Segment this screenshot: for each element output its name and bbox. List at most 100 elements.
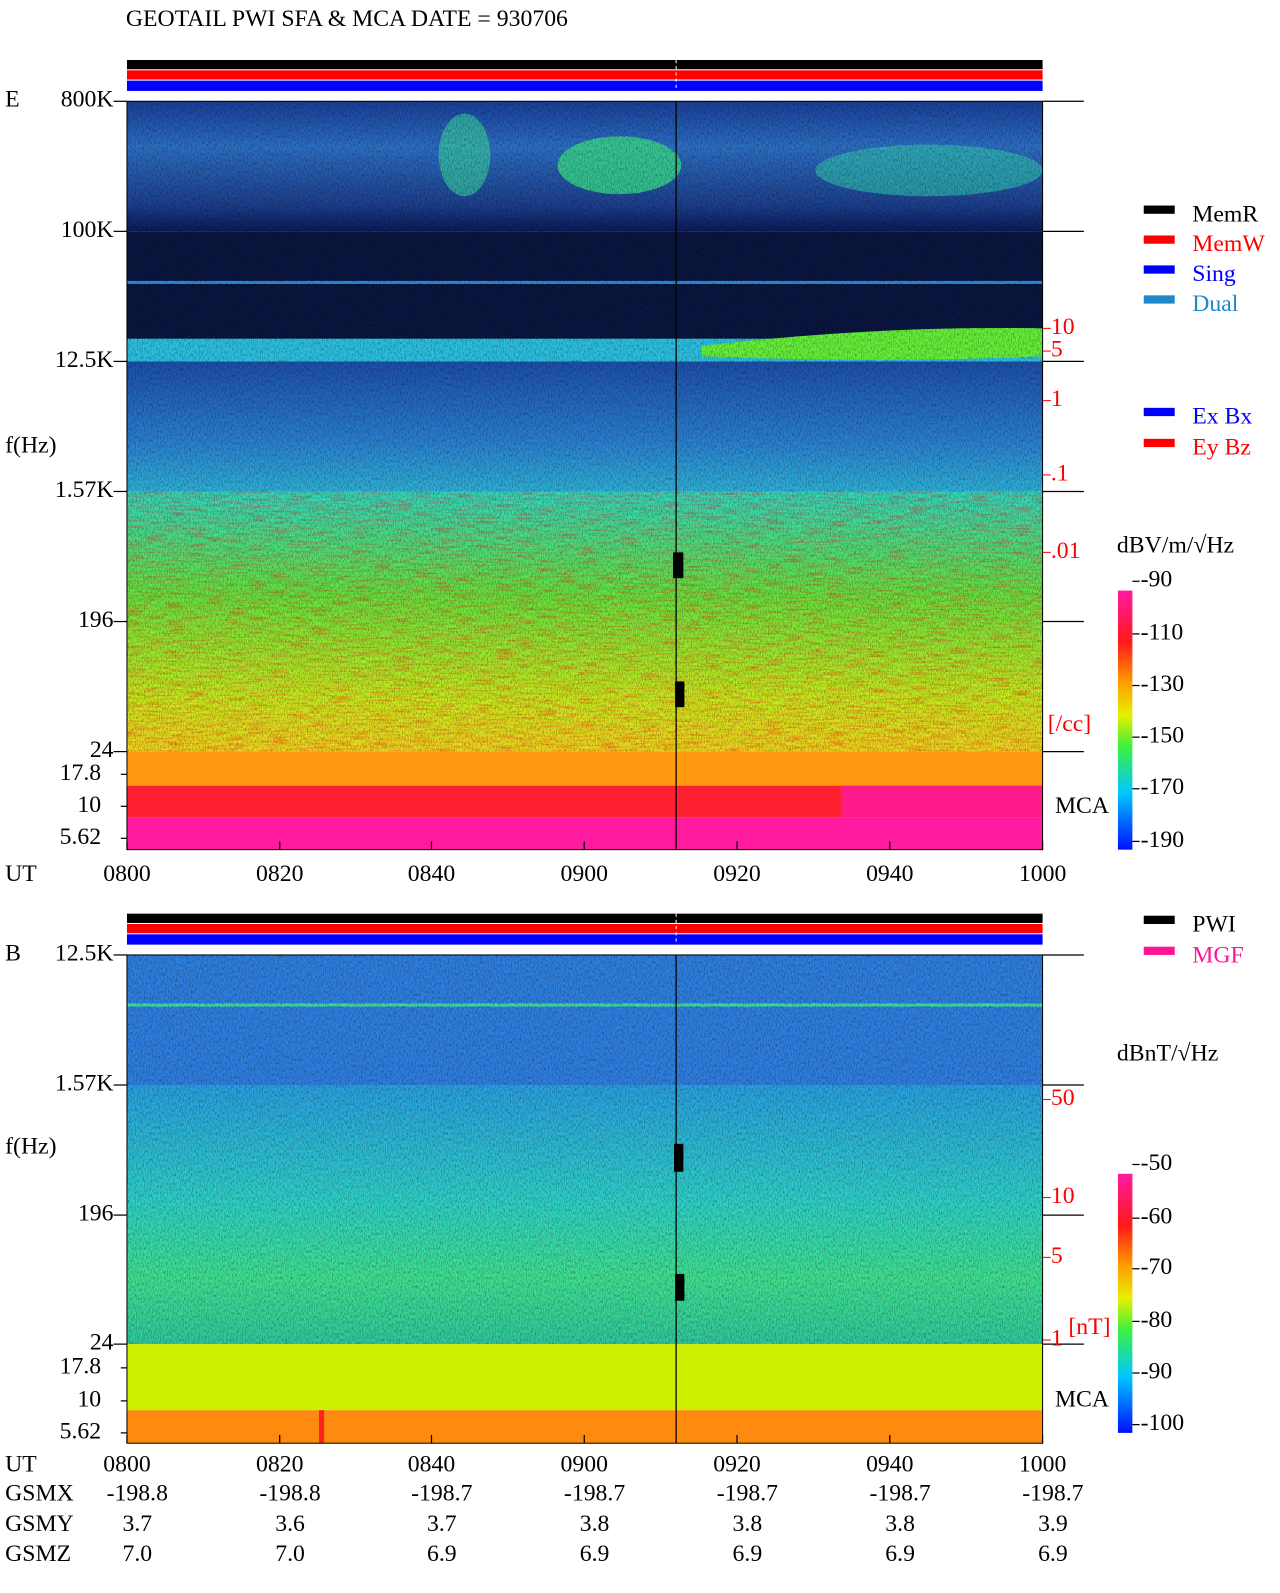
panel-label: B <box>5 940 21 966</box>
time-tick-label: 0920 <box>713 861 760 887</box>
y-axis-label: f(Hz) <box>5 433 56 459</box>
status-bars <box>126 59 1043 945</box>
legend-swatch <box>1143 235 1175 244</box>
orbit-value: 3.7 <box>427 1511 457 1537</box>
legend-label: PWI <box>1192 912 1236 938</box>
colorbar-tick-label: -170 <box>1141 774 1185 800</box>
orbit-value: 6.9 <box>580 1541 610 1567</box>
orbit-label: GSMZ <box>5 1541 71 1567</box>
time-tick-label: 0800 <box>103 1451 150 1477</box>
colorbar-tick-label: -190 <box>1141 827 1185 853</box>
orbit-value: -198.7 <box>717 1480 778 1506</box>
freq-tick-label: 196 <box>78 607 114 633</box>
orbit-value: -198.7 <box>564 1480 625 1506</box>
legend-label: MemW <box>1192 231 1265 257</box>
legend-label: Dual <box>1192 291 1239 317</box>
orbit-value: -198.7 <box>869 1480 930 1506</box>
b-spectrogram <box>126 954 1043 1444</box>
right-tick-label: 1 <box>1051 386 1063 412</box>
freq-tick-label: 100K <box>61 217 114 243</box>
colorbar-tick-label: -50 <box>1141 1150 1173 1176</box>
colorbar-tick-label: -80 <box>1141 1307 1173 1333</box>
mca-tick-label: 10 <box>77 792 101 818</box>
mca-tick-label: 10 <box>77 1386 101 1412</box>
colorbar-tick-label: -150 <box>1141 723 1185 749</box>
right-tick-label: .01 <box>1051 538 1081 564</box>
orbit-value: 3.9 <box>1038 1511 1068 1537</box>
time-axis-label: UT <box>5 861 37 887</box>
time-tick-label: 0840 <box>408 1451 455 1477</box>
colorbar-unit: dBnT/√Hz <box>1117 1041 1218 1067</box>
right-tick-label: .1 <box>1051 460 1069 486</box>
orbit-value: 3.6 <box>275 1511 305 1537</box>
colorbar-tick-label: -90 <box>1141 567 1173 593</box>
orbit-value: 6.9 <box>1038 1541 1068 1567</box>
orbit-value: -198.7 <box>411 1480 472 1506</box>
orbit-value: -198.8 <box>259 1480 320 1506</box>
freq-tick-label: 24 <box>90 1330 114 1356</box>
orbit-value: 6.9 <box>427 1541 457 1567</box>
mca-label: MCA <box>1055 1386 1109 1412</box>
colorbar-tick-label: -130 <box>1141 671 1185 697</box>
orbit-value: 3.8 <box>580 1511 610 1537</box>
freq-tick-label: 12.5K <box>55 940 114 966</box>
right-tick-label: 5 <box>1051 337 1063 363</box>
time-tick-label: 0820 <box>256 861 303 887</box>
time-tick-label: 0800 <box>103 861 150 887</box>
time-tick-label: 0920 <box>713 1451 760 1477</box>
legend-label: Ey Bz <box>1192 435 1251 461</box>
freq-tick-label: 196 <box>78 1201 114 1227</box>
time-tick-label: 1000 <box>1019 861 1066 887</box>
orbit-value: 6.9 <box>885 1541 915 1567</box>
orbit-value: 3.8 <box>885 1511 915 1537</box>
legend-swatch <box>1143 915 1175 924</box>
colorbar-unit: dBV/m/√Hz <box>1117 533 1234 559</box>
mca-label: MCA <box>1055 793 1109 819</box>
legend-label: MGF <box>1192 942 1243 968</box>
right-unit: [/cc] <box>1048 711 1091 737</box>
time-tick-label: 1000 <box>1019 1451 1066 1477</box>
orbit-value: 7.0 <box>122 1541 152 1567</box>
time-tick-label: 0900 <box>561 1451 608 1477</box>
freq-tick-label: 1.57K <box>55 1070 114 1096</box>
colorbar-tick-label: -70 <box>1141 1254 1173 1280</box>
colorbar-tick-label: -110 <box>1141 619 1184 645</box>
orbit-value: 3.8 <box>733 1511 763 1537</box>
legend-label: Ex Bx <box>1192 404 1252 430</box>
time-tick-label: 0900 <box>561 861 608 887</box>
legend-swatch <box>1143 946 1175 955</box>
y-axis-label: f(Hz) <box>5 1133 56 1159</box>
freq-tick-label: 1.57K <box>55 477 114 503</box>
right-tick-label: 1 <box>1051 1325 1063 1351</box>
time-tick-label: 0940 <box>866 861 913 887</box>
right-tick-label: 50 <box>1051 1085 1075 1111</box>
orbit-value: 6.9 <box>733 1541 763 1567</box>
mca-tick-label: 17.8 <box>60 760 102 786</box>
freq-tick-label: 12.5K <box>55 347 114 373</box>
legend-swatch <box>1143 205 1175 214</box>
time-tick-label: 0820 <box>256 1451 303 1477</box>
right-tick-label: 10 <box>1051 314 1075 340</box>
mca-tick-label: 5.62 <box>60 824 102 850</box>
colorbar-tick-label: -60 <box>1141 1204 1173 1230</box>
freq-tick-label: 24 <box>90 737 114 763</box>
title: GEOTAIL PWI SFA & MCA DATE = 930706 <box>126 6 568 32</box>
time-tick-label: 0840 <box>408 861 455 887</box>
mca-tick-label: 5.62 <box>60 1418 102 1444</box>
legend-label: MemR <box>1192 201 1258 227</box>
time-axis-label: UT <box>5 1451 37 1477</box>
mca-tick-label: 17.8 <box>60 1353 102 1379</box>
time-tick-label: 0940 <box>866 1451 913 1477</box>
orbit-value: -198.8 <box>107 1480 168 1506</box>
legend-swatch <box>1143 438 1175 448</box>
right-unit: [nT] <box>1068 1314 1110 1340</box>
right-tick-label: 5 <box>1051 1243 1063 1269</box>
colorbar <box>1117 590 1133 850</box>
legend-label: Sing <box>1192 261 1236 287</box>
legend-swatch <box>1143 265 1175 274</box>
orbit-value: 7.0 <box>275 1541 305 1567</box>
orbit-value: 3.7 <box>122 1511 152 1537</box>
panel-label: E <box>5 87 20 113</box>
